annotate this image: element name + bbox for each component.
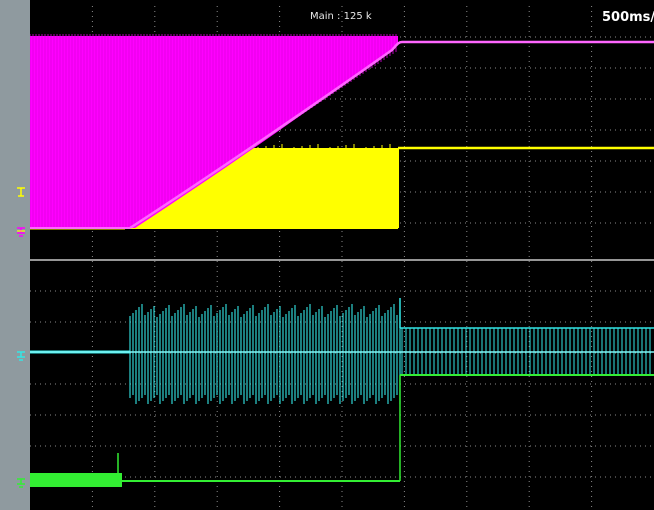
ch4-trace bbox=[30, 374, 654, 487]
ch1-hatch bbox=[30, 34, 397, 228]
ch3-burst bbox=[129, 304, 401, 404]
waveform-canvas bbox=[30, 6, 654, 510]
ch2-ground-marker-icon[interactable] bbox=[14, 185, 28, 199]
ch1-ground-marker-icon[interactable] bbox=[14, 225, 28, 239]
acquisition-label: Main : 125 k bbox=[310, 11, 372, 22]
ch1-trace bbox=[30, 34, 654, 230]
waveform-traces bbox=[30, 34, 654, 487]
oscilloscope-display: Main : 125 k 500ms/di bbox=[30, 6, 654, 510]
ch1-ramp-line bbox=[129, 40, 654, 230]
ch3-steady-burst bbox=[401, 328, 651, 374]
ch4-noise-block bbox=[30, 473, 122, 487]
ch4-ground-marker-icon[interactable] bbox=[14, 476, 28, 490]
channel-marker-strip bbox=[0, 0, 30, 510]
ch3-ground-marker-icon[interactable] bbox=[14, 349, 28, 363]
ch3-trace bbox=[30, 298, 654, 404]
timebase-readout: 500ms/di bbox=[602, 10, 654, 25]
